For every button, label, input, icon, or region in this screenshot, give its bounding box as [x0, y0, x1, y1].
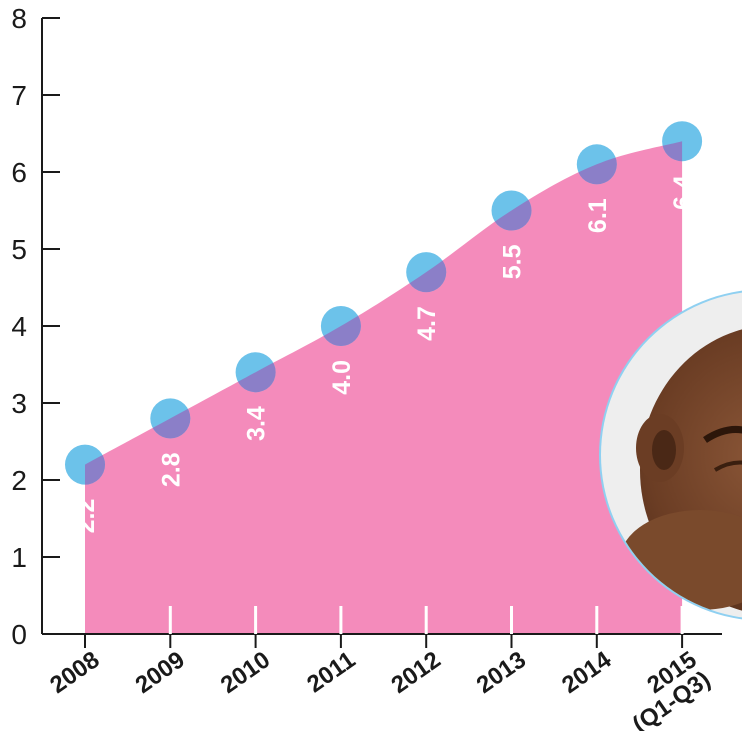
data-label: 4.7: [413, 306, 441, 341]
x-tick-label: 2012: [386, 646, 445, 699]
x-tick-label-line: 2008: [45, 646, 104, 699]
y-tick-label: 0: [11, 619, 27, 650]
x-tick-label: 2009: [131, 646, 190, 699]
y-tick-label: 3: [11, 388, 27, 419]
y-tick-label: 4: [11, 311, 27, 342]
data-label: 2.2: [72, 499, 100, 534]
x-tick-label: 2010: [216, 646, 275, 699]
data-label: 2.8: [157, 452, 185, 487]
x-tick-label-line: 2010: [216, 646, 275, 699]
y-tick-label: 2: [11, 465, 27, 496]
x-tick-label-line: 2013: [472, 646, 531, 699]
y-tick-label: 7: [11, 80, 27, 111]
x-tick-label-line: 2011: [302, 646, 360, 698]
x-tick-label-line: 2014: [557, 646, 617, 699]
data-label: 3.4: [243, 406, 271, 441]
area-fill: [85, 141, 683, 634]
x-tick-label: 2013: [472, 646, 531, 699]
data-label: 5.5: [499, 244, 527, 279]
data-label: 6.1: [584, 198, 612, 233]
y-tick-label: 1: [11, 542, 27, 573]
x-tick-label: 2014: [557, 646, 617, 699]
x-tick-label: 2015(Q1-Q3): [628, 646, 716, 731]
y-tick-label: 8: [11, 3, 27, 34]
data-point-overlap: [662, 141, 683, 162]
data-label: 4.0: [328, 360, 356, 395]
y-tick-label: 5: [11, 234, 27, 265]
x-tick-label-line: 2012: [386, 646, 445, 699]
x-tick-label: 2008: [45, 646, 104, 699]
x-tick-label: 2011: [302, 646, 360, 698]
data-label: 6.4: [669, 175, 697, 210]
x-tick-label-line: 2009: [131, 646, 190, 699]
y-tick-label: 6: [11, 157, 27, 188]
